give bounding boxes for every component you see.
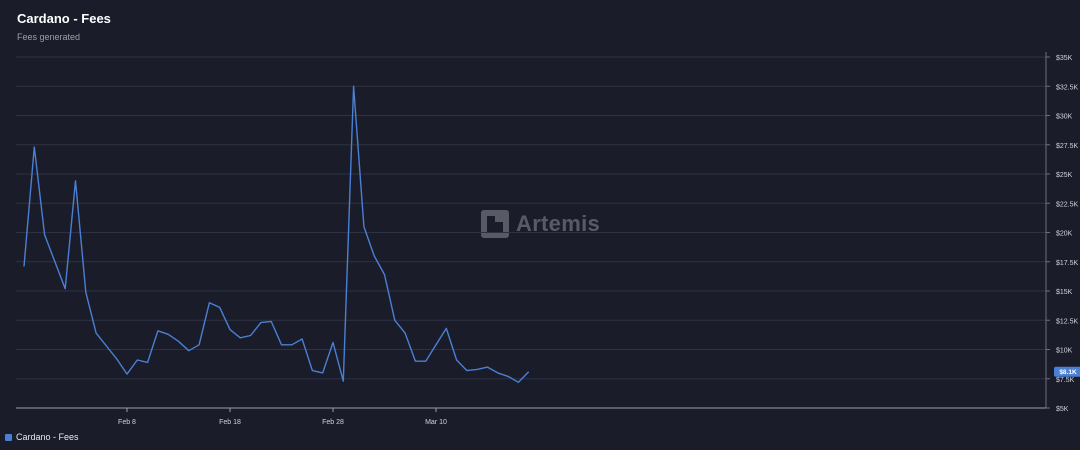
- y-tick-label: $10K: [1056, 348, 1073, 355]
- legend-label: Cardano - Fees: [16, 432, 79, 442]
- y-tick-label: $22.5K: [1056, 201, 1079, 208]
- x-axis: Feb 8 Feb 18 Feb 28 Mar 10: [16, 407, 1046, 426]
- legend-swatch: [5, 433, 12, 441]
- y-tick-label: $5K: [1056, 406, 1069, 413]
- x-tick-label: Feb 18: [219, 419, 241, 426]
- y-tick-label: $27.5K: [1056, 143, 1079, 150]
- last-value-label: $8.1K: [1059, 369, 1077, 376]
- x-tick-label: Mar 10: [425, 419, 447, 426]
- x-tick-label: Feb 8: [118, 419, 136, 426]
- artemis-logo-icon: [481, 210, 509, 238]
- chart-subtitle: Fees generated: [17, 32, 81, 42]
- y-tick-label: $17.5K: [1056, 260, 1079, 267]
- y-tick-label: $12.5K: [1056, 318, 1079, 325]
- y-axis: $5K $7.5K $10K $12.5K $15K $17.5K $20K $22.5K $2…: [1045, 52, 1079, 413]
- series-line-cardano-fees: [23, 85, 530, 383]
- series-layer: [23, 85, 530, 383]
- chart-title: Cardano - Fees: [17, 11, 111, 26]
- y-tick-label: $20K: [1056, 231, 1073, 238]
- y-tick-label: $25K: [1056, 172, 1073, 179]
- grid-lines: [16, 56, 1046, 409]
- last-value-layer: $8.1K: [1054, 366, 1080, 377]
- y-tick-label: $32.5K: [1056, 84, 1079, 91]
- last-value-badge: [1054, 366, 1080, 377]
- watermark: Artemis: [481, 210, 600, 238]
- y-tick-label: $35K: [1056, 55, 1073, 62]
- y-tick-label: $30K: [1056, 114, 1073, 121]
- y-tick-label: $15K: [1056, 289, 1073, 296]
- x-tick-label: Feb 28: [322, 419, 344, 426]
- y-tick-label: $7.5K: [1056, 377, 1075, 384]
- legend[interactable]: Cardano - Fees: [5, 432, 79, 442]
- watermark-text: Artemis: [516, 211, 601, 236]
